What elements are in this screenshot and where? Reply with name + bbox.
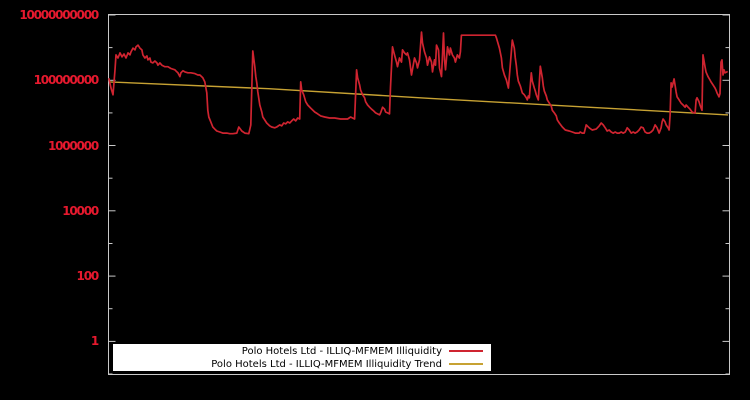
legend-row-illiquidity: Polo Hotels Ltd - ILLIQ-MFMEM Illiquidit… [113, 345, 491, 358]
y-axis-tick-label: 100000000 [33, 73, 100, 87]
plot-frame [108, 14, 730, 375]
legend-swatch-trend-line [449, 363, 483, 365]
y-axis-tick-label: 10000000000 [19, 8, 99, 22]
legend: Polo Hotels Ltd - ILLIQ-MFMEM Illiquidit… [113, 344, 491, 371]
y-axis-tick-label: 10000 [62, 204, 99, 218]
illiquidity-series [108, 31, 728, 135]
legend-label-trend: Polo Hotels Ltd - ILLIQ-MFMEM Illiquidit… [211, 358, 442, 370]
y-axis-tick-label: 1 [90, 334, 99, 348]
legend-label-illiquidity: Polo Hotels Ltd - ILLIQ-MFMEM Illiquidit… [241, 345, 442, 357]
y-axis-ticks [108, 14, 730, 375]
legend-row-trend: Polo Hotels Ltd - ILLIQ-MFMEM Illiquidit… [113, 358, 491, 371]
trend-line-series [108, 81, 729, 116]
y-axis-tick-label: 1000000 [47, 139, 99, 153]
legend-swatch-illiquidity-line [449, 350, 483, 352]
y-axis-tick-label: 100 [76, 269, 100, 283]
